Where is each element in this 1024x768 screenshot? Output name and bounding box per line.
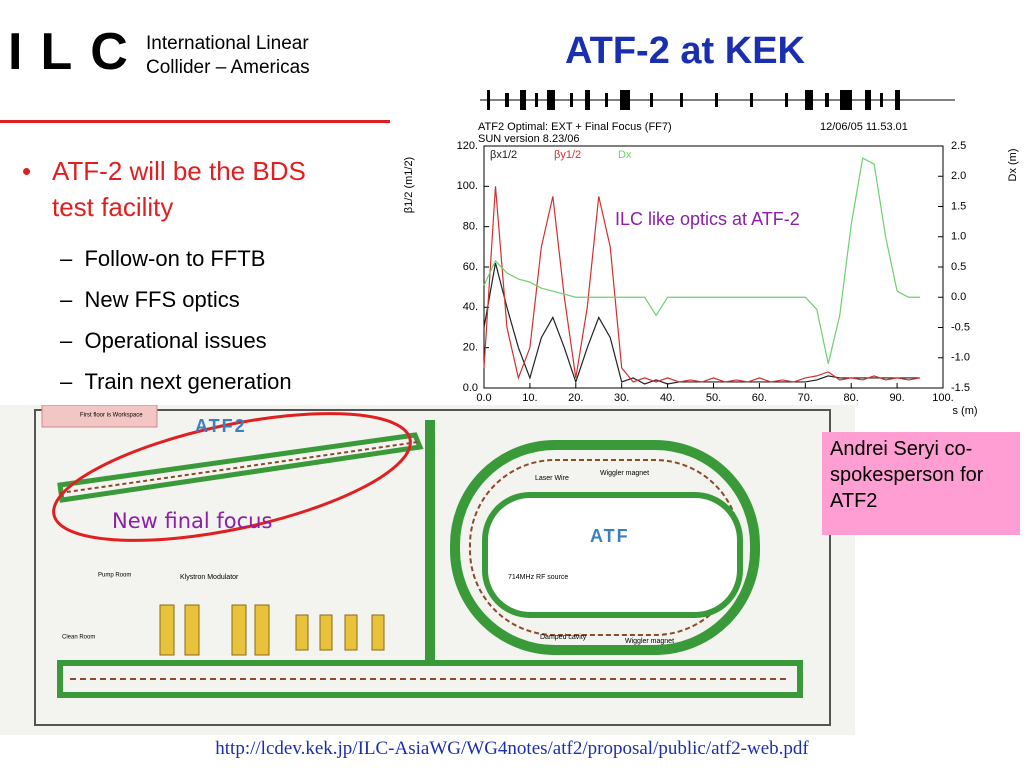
- sub-bullets: – Follow-on to FFTB – New FFS optics – O…: [60, 238, 292, 402]
- label: Pump Room: [98, 573, 131, 579]
- y2-tick-label: 0.5: [951, 261, 966, 273]
- logo: ILC: [8, 23, 146, 81]
- legend-label: βx1/2: [490, 149, 517, 161]
- rule: [0, 120, 390, 123]
- label: Damped cavity: [540, 634, 587, 641]
- atf-label: ATF: [590, 526, 630, 546]
- y2-tick-label: 2.5: [951, 140, 966, 152]
- linac: [57, 660, 803, 698]
- slide-title: ATF-2 at KEK: [565, 30, 805, 72]
- legend-label: βy1/2: [554, 149, 581, 161]
- subtitle: International Linear Collider – Americas: [146, 32, 310, 80]
- x-tick-label: 40.: [660, 392, 675, 404]
- building: [34, 409, 831, 726]
- ring-inner: [482, 492, 743, 618]
- y2-tick-label: -1.0: [951, 352, 970, 364]
- series-line: [483, 262, 921, 385]
- new-ff-label: New final focus: [112, 509, 272, 533]
- label: 714MHz RF source: [508, 574, 568, 581]
- atf2-label: ATF2: [195, 416, 247, 436]
- sub-bullet-text: New FFS optics: [84, 287, 240, 312]
- sub-bullet-text: Train next generation: [84, 369, 292, 394]
- label: Clean Room: [62, 635, 95, 641]
- lattice: [487, 90, 900, 110]
- sub-bullet: – New FFS optics: [60, 287, 240, 312]
- x-tick-label: 0.0: [476, 392, 491, 404]
- label: Laser Wire: [535, 475, 569, 482]
- y-tick-label: 120.: [457, 140, 478, 152]
- x-tick-label: 30.: [614, 392, 629, 404]
- x-tick-label: 60.: [752, 392, 767, 404]
- y-tick-label: 60.: [463, 261, 478, 273]
- label: First floor is Workspace: [80, 413, 143, 419]
- x-tick-label: 20.: [568, 392, 583, 404]
- x-tick-label: 100.: [932, 392, 953, 404]
- x-tick-label: 80.: [844, 392, 859, 404]
- label: Wiggler magnet: [600, 470, 649, 477]
- x-tick-label: 10.: [522, 392, 537, 404]
- annotation: ILC like optics at ATF-2: [615, 209, 800, 229]
- legend-label: Dx: [618, 149, 632, 161]
- sub-bullet-text: Operational issues: [84, 328, 267, 353]
- x-tick-label: 50.: [706, 392, 721, 404]
- y2-tick-label: 1.0: [951, 231, 966, 243]
- x-axis-label: s (m): [952, 405, 977, 417]
- series-line: [483, 157, 921, 364]
- y2-tick-label: 1.5: [951, 200, 966, 212]
- sub-bullet: – Follow-on to FFTB: [60, 246, 266, 271]
- sub-bullet-text: Follow-on to FFTB: [84, 246, 266, 271]
- sub-bullet: – Operational issues: [60, 328, 267, 353]
- beam: [59, 441, 419, 494]
- plot-frame: [483, 145, 944, 389]
- y-tick-label: 80.: [463, 221, 478, 233]
- wall: [425, 420, 435, 660]
- y-tick-label: 20.: [463, 342, 478, 354]
- y2-axis-label: Dx (m): [1007, 149, 1019, 182]
- klystrons: [159, 604, 385, 656]
- y-tick-label: 40.: [463, 301, 478, 313]
- subtitle-line: International Linear: [146, 33, 309, 54]
- subtitle-line: Collider – Americas: [146, 57, 310, 78]
- series-line: [483, 186, 921, 383]
- bullet-text: ATF-2 will be the BDS test facility: [52, 156, 306, 222]
- highlight-ellipse: [52, 412, 412, 542]
- sub-bullet: – Train next generation: [60, 369, 292, 394]
- y2-tick-label: 0.0: [951, 291, 966, 303]
- label: Klystron Modulator: [180, 574, 239, 581]
- workspace-box: [41, 405, 158, 428]
- chart-subtitle: SUN version 8.23/06: [478, 133, 580, 145]
- y2-tick-label: 2.0: [951, 170, 966, 182]
- chart-title: ATF2 Optimal: EXT + Final Focus (FF7): [478, 121, 672, 133]
- y-tick-label: 100.: [457, 180, 478, 192]
- label: Wiggler magnet: [625, 638, 674, 645]
- ring-outer: [450, 440, 760, 655]
- bullet: •: [22, 156, 32, 186]
- y2-tick-label: -0.5: [951, 321, 970, 333]
- y-axis-label: β1/2 (m1/2): [403, 157, 415, 213]
- x-tick-label: 70.: [798, 392, 813, 404]
- source-url: http://lcdev.kek.jp/ILC-AsiaWG/WG4notes/…: [215, 738, 809, 759]
- x-tick-label: 90.: [889, 392, 904, 404]
- note-box: Andrei Seryi co-spokesperson for ATF2: [822, 432, 1020, 535]
- y-tick-label: 0.0: [463, 382, 478, 394]
- optics-chart: ATF2 Optimal: EXT + Final Focus (FF7) SU…: [403, 90, 1019, 417]
- y2-tick-label: -1.5: [951, 382, 970, 394]
- timestamp: 12/06/05 11.53.01: [820, 121, 908, 133]
- facility-diagram: First floor is Workspace ATF2 New final …: [0, 405, 855, 735]
